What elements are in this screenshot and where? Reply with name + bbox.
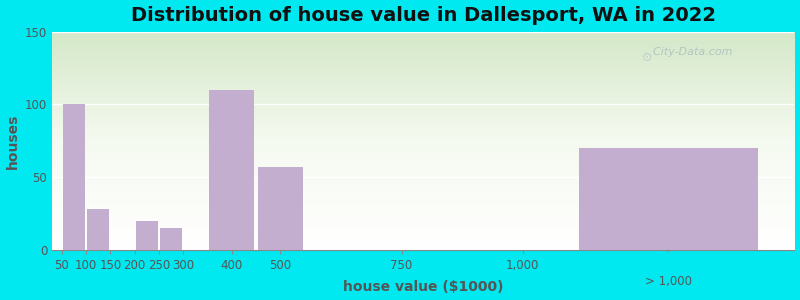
Bar: [210, 90, 254, 250]
X-axis label: house value ($1000): house value ($1000): [343, 280, 503, 294]
Bar: [579, 148, 758, 250]
Text: City-Data.com: City-Data.com: [646, 47, 733, 57]
Text: ⊙: ⊙: [642, 51, 653, 64]
Text: > 1,000: > 1,000: [645, 275, 692, 288]
Bar: [87, 209, 110, 250]
Bar: [63, 104, 86, 250]
Title: Distribution of house value in Dallesport, WA in 2022: Distribution of house value in Dallespor…: [131, 6, 716, 25]
Bar: [258, 167, 302, 250]
Bar: [136, 221, 158, 250]
Y-axis label: houses: houses: [6, 113, 19, 169]
Bar: [160, 228, 182, 250]
